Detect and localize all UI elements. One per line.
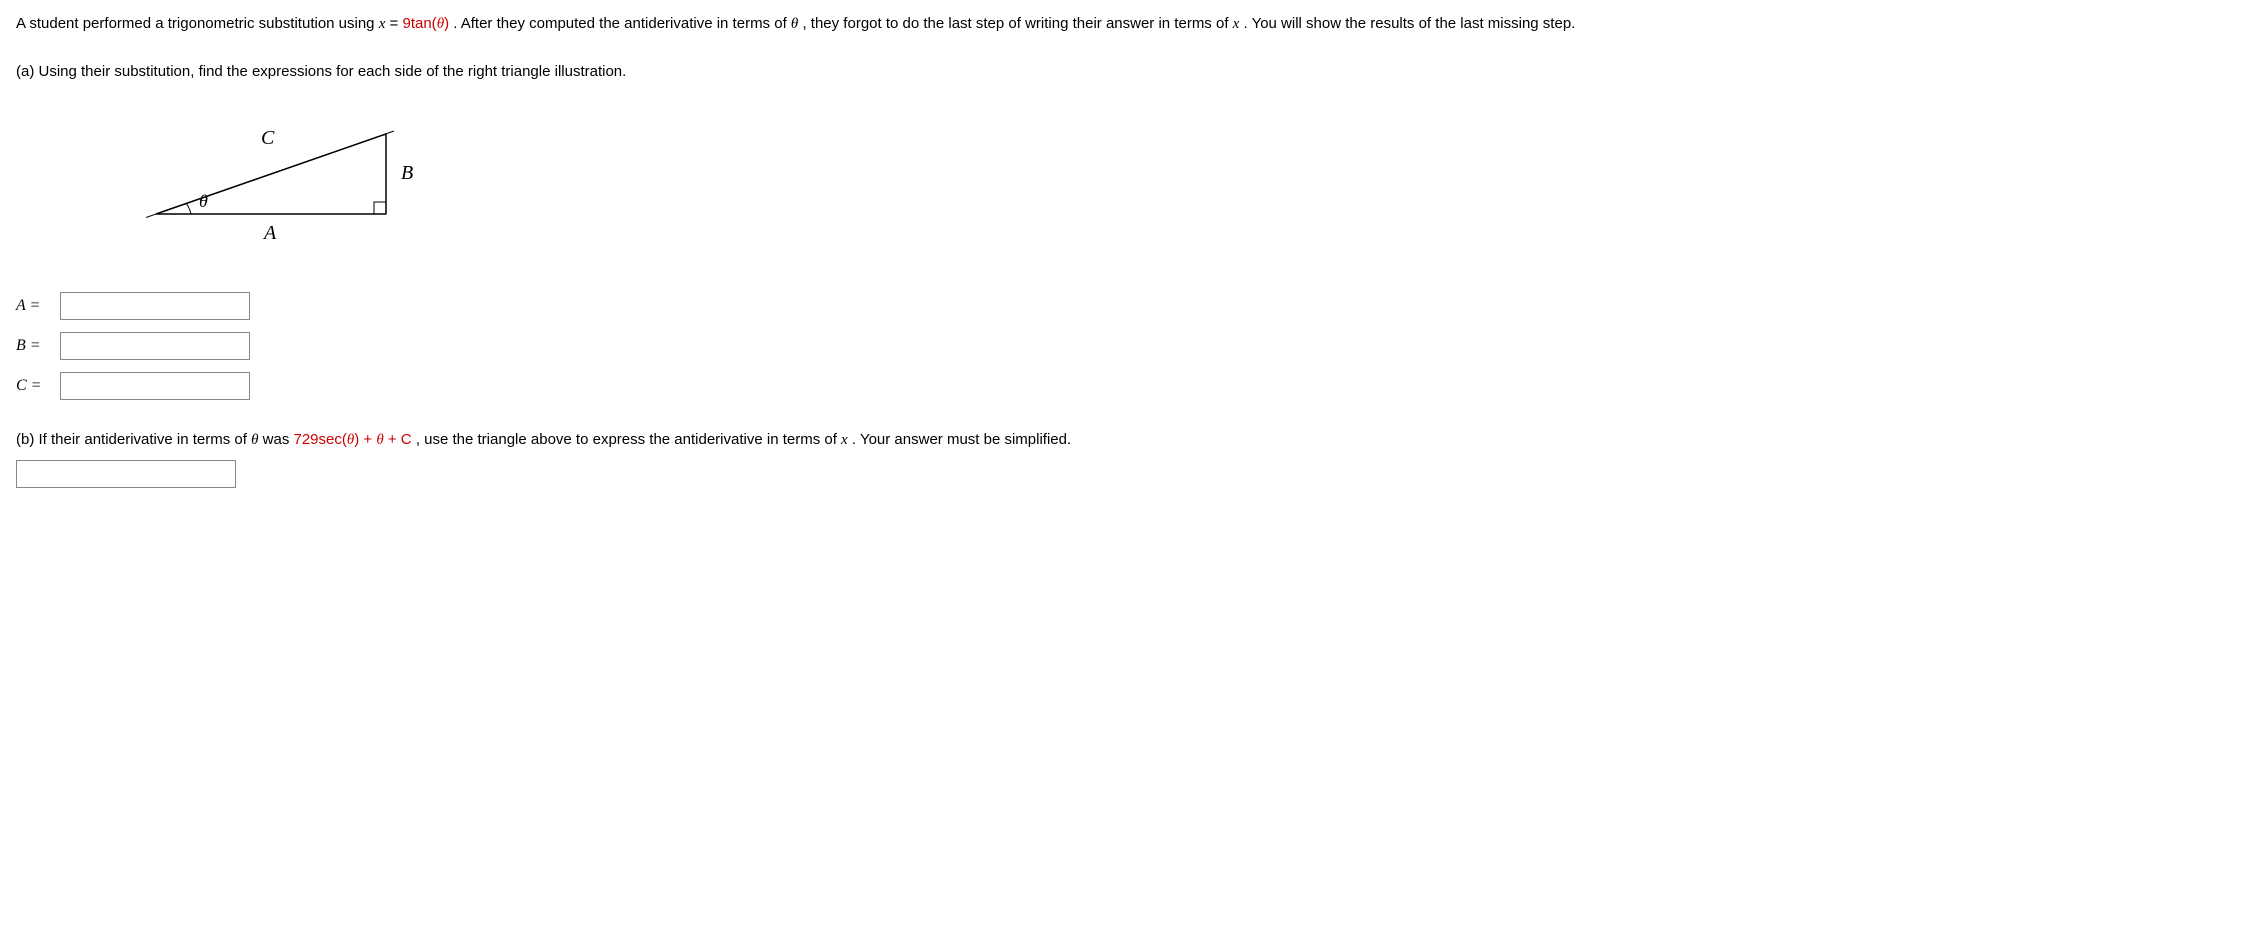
partb-text-4: . Your answer must be simplified. <box>852 431 1071 448</box>
var-x: x <box>379 16 386 32</box>
answer-c-label: C = <box>16 373 52 399</box>
var-x-2: x <box>1233 16 1240 32</box>
intro-text-1: A student performed a trigonometric subs… <box>16 15 379 32</box>
intro-text-4: . You will show the results of the last … <box>1244 15 1576 32</box>
partb-expr: 729sec(θ) + θ + C <box>293 431 411 448</box>
side-c-label: C <box>261 127 275 149</box>
partb-text-2: was <box>263 431 294 448</box>
answer-a-input[interactable] <box>60 292 250 320</box>
partb-theta: θ <box>251 432 258 448</box>
substitution-expr: 9tan(θ) <box>402 15 449 32</box>
answer-b-label: B = <box>16 333 52 359</box>
intro-text-2: . After they computed the antiderivative… <box>453 15 791 32</box>
part-b-text: (b) If their antiderivative in terms of … <box>16 428 2252 452</box>
side-b-label: B <box>401 162 413 184</box>
answer-final-input[interactable] <box>16 460 236 488</box>
problem-intro: A student performed a trigonometric subs… <box>16 12 2252 36</box>
part-a-label: (a) Using their substitution, find the e… <box>16 60 2252 84</box>
side-a-label: A <box>262 222 277 244</box>
part-b-section: (b) If their antiderivative in terms of … <box>16 428 2252 488</box>
answer-row-b: B = <box>16 332 2252 360</box>
answer-row-a: A = <box>16 292 2252 320</box>
answer-row-c: C = <box>16 372 2252 400</box>
answer-a-label: A = <box>16 293 52 319</box>
theta-label: θ <box>199 191 208 211</box>
equals-sign: = <box>390 15 403 32</box>
answer-c-input[interactable] <box>60 372 250 400</box>
theta-1: θ <box>791 16 798 32</box>
triangle-svg: θ A B C <box>146 104 436 254</box>
triangle-diagram: θ A B C <box>146 104 2252 262</box>
partb-varx: x <box>841 432 848 448</box>
partb-text-3: , use the triangle above to express the … <box>416 431 841 448</box>
answer-b-input[interactable] <box>60 332 250 360</box>
intro-text-3: , they forgot to do the last step of wri… <box>802 15 1232 32</box>
partb-text-1: (b) If their antiderivative in terms of <box>16 431 251 448</box>
